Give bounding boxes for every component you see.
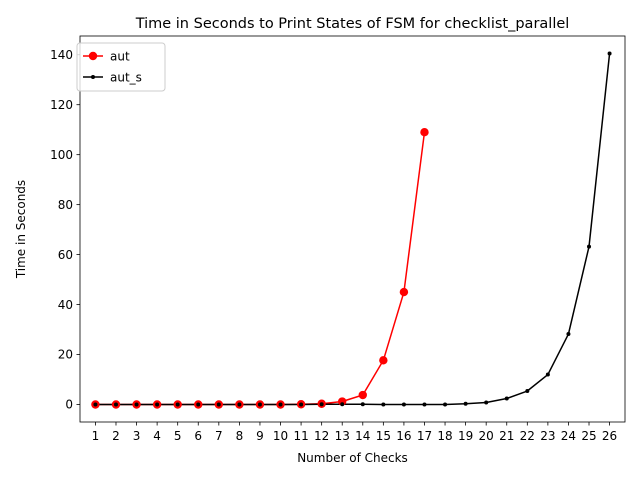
data-point-aut_s [484, 400, 489, 405]
y-tick-label: 120 [50, 98, 73, 112]
data-point-aut [399, 287, 409, 297]
y-axis-ticks: 0 20 40 60 80 100 120 140 [50, 48, 80, 412]
x-tick-label: 3 [133, 429, 141, 443]
x-tick-label: 10 [273, 429, 288, 443]
x-tick-label: 22 [520, 429, 535, 443]
data-point-aut_s [443, 402, 448, 407]
legend: aut aut_s [76, 42, 166, 92]
x-tick-label: 2 [112, 429, 120, 443]
x-tick-label: 7 [215, 429, 223, 443]
x-tick-label: 1 [92, 429, 100, 443]
data-point-aut_s [257, 402, 262, 407]
x-tick-label: 8 [236, 429, 244, 443]
data-point-aut_s [216, 402, 221, 407]
x-tick-label: 16 [396, 429, 411, 443]
data-point-aut_s [134, 402, 139, 407]
data-point-aut_s [175, 402, 180, 407]
data-point-aut_s [607, 51, 612, 56]
x-tick-label: 5 [174, 429, 182, 443]
y-tick-label: 40 [58, 298, 73, 312]
data-point-aut_s [360, 402, 365, 407]
chart-title: Time in Seconds to Print States of FSM f… [135, 16, 570, 32]
x-tick-label: 15 [376, 429, 391, 443]
data-point-aut_s [566, 332, 571, 337]
data-point-aut_s [401, 402, 406, 407]
x-tick-label: 18 [437, 429, 452, 443]
data-point-aut_s [155, 402, 160, 407]
legend-marker-aut_s [91, 75, 95, 79]
x-tick-label: 24 [561, 429, 576, 443]
legend-label-aut: aut [110, 49, 130, 63]
data-point-aut_s [340, 402, 345, 407]
data-point-aut_s [504, 396, 509, 401]
data-point-aut_s [93, 402, 98, 407]
x-axis-label: Number of Checks [297, 451, 408, 465]
x-tick-label: 23 [540, 429, 555, 443]
x-tick-label: 17 [417, 429, 432, 443]
x-tick-label: 25 [581, 429, 596, 443]
data-point-aut_s [545, 372, 550, 377]
x-tick-label: 12 [314, 429, 329, 443]
x-tick-label: 19 [458, 429, 473, 443]
data-point-aut_s [422, 402, 427, 407]
data-point-aut [358, 390, 367, 400]
data-point-aut_s [113, 402, 118, 407]
legend-label-aut_s: aut_s [110, 70, 142, 84]
data-point-aut_s [587, 244, 592, 249]
x-tick-label: 14 [355, 429, 370, 443]
data-point-aut [420, 127, 429, 137]
x-tick-label: 13 [335, 429, 350, 443]
x-tick-label: 4 [153, 429, 161, 443]
data-point-aut_s [525, 389, 530, 394]
y-tick-label: 20 [58, 348, 73, 362]
x-tick-label: 21 [499, 429, 514, 443]
data-point-aut_s [278, 402, 283, 407]
x-tick-label: 26 [602, 429, 617, 443]
data-point-aut_s [381, 402, 386, 407]
plot-frame [79, 35, 626, 423]
y-tick-label: 100 [50, 148, 73, 162]
x-tick-label: 11 [293, 429, 308, 443]
x-tick-label: 9 [256, 429, 264, 443]
x-tick-label: 6 [194, 429, 202, 443]
y-axis-label: Time in Seconds [14, 180, 28, 279]
y-tick-label: 60 [58, 248, 73, 262]
data-point-aut_s [463, 401, 468, 406]
y-tick-label: 0 [65, 398, 73, 412]
y-tick-label: 80 [58, 198, 73, 212]
data-point-aut_s [299, 402, 304, 407]
data-point-aut_s [196, 402, 201, 407]
y-tick-label: 140 [50, 48, 73, 62]
legend-box [76, 42, 166, 92]
legend-marker-aut [88, 51, 98, 61]
x-tick-label: 20 [479, 429, 494, 443]
x-axis-ticks: 1 2 3 4 5 6 7 8 9 10 11 12 13 14 15 16 17 18 19 20 21 22 23 24 2… [92, 422, 617, 443]
plot-area [80, 36, 625, 422]
series-markers [91, 51, 612, 409]
data-point-aut [379, 356, 388, 365]
data-point-aut [338, 397, 347, 406]
data-point-aut_s [237, 402, 242, 407]
data-point-aut_s [319, 402, 324, 407]
